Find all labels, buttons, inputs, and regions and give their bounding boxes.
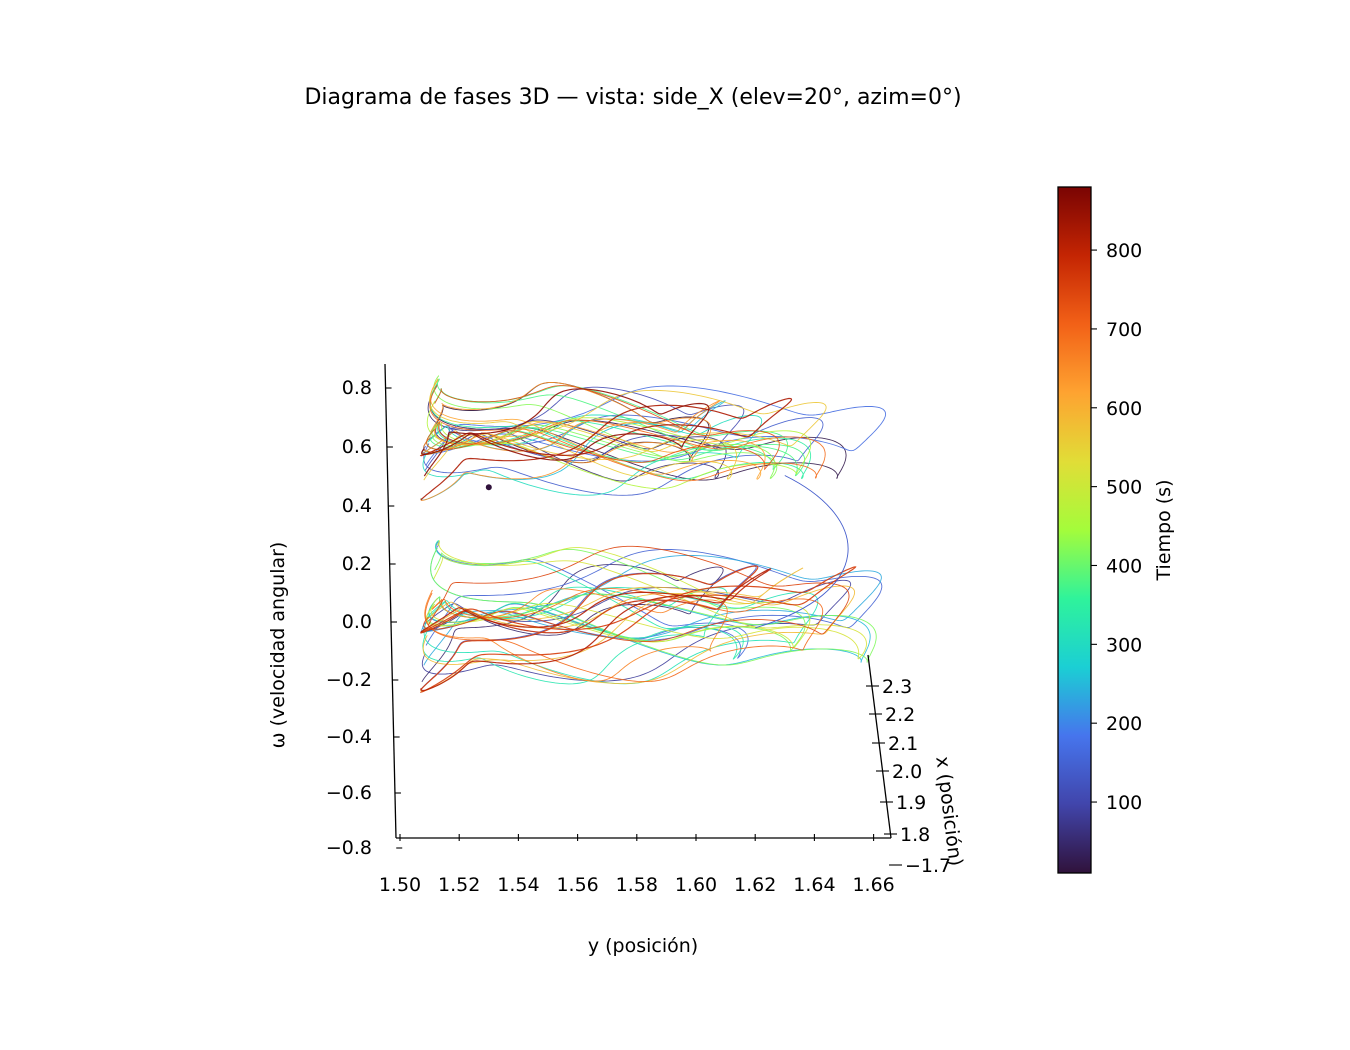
x-tick-label: 1.9: [896, 792, 926, 814]
trajectory-segment: [426, 548, 806, 652]
trajectory-segment: [423, 587, 819, 685]
x-tick-label: 2.0: [892, 761, 922, 783]
y-tick-label: 1.54: [497, 874, 539, 896]
trajectory-segment: [423, 414, 824, 496]
y-tick-label: 1.62: [734, 874, 776, 896]
y-axis-ticks: 1.50 1.52 1.54 1.56 1.58 1.60 1.62 1.64 1.66: [379, 834, 895, 896]
trajectory-segment: [426, 385, 780, 471]
trajectory-segment: [420, 400, 721, 501]
colorbar-label: Tiempo (s): [1153, 480, 1175, 582]
omega-tick-label: 0.6: [342, 436, 372, 458]
y-tick-label: 1.64: [793, 874, 835, 896]
trajectory-segment: [420, 568, 772, 692]
colorbar-tick-label: 300: [1106, 634, 1142, 656]
trajectory-segment: [420, 565, 759, 691]
y-tick-label: 1.56: [556, 874, 598, 896]
omega-tick-label: −0.8: [326, 837, 372, 859]
y-tick-label: 1.50: [379, 874, 421, 896]
y-tick-label: 1.60: [675, 874, 717, 896]
x-axis-ticks: −1.7 1.8 1.9 2.0 2.1 2.2 2.3: [866, 676, 951, 877]
omega-tick-label: 0.4: [342, 495, 372, 517]
trajectory-segment: [419, 397, 793, 501]
colorbar-tick-label: 700: [1106, 319, 1142, 341]
trajectory-segment: [424, 588, 824, 683]
trajectory-segment: [421, 388, 710, 477]
colorbar-tick-label: 200: [1106, 713, 1142, 735]
colorbar: [1057, 186, 1092, 874]
x-tick-label: 1.8: [900, 824, 930, 846]
omega-tick-label: −0.4: [326, 726, 372, 748]
omega-tick-label: 0.8: [342, 377, 372, 399]
chart-title: Diagrama de fases 3D — vista: side_X (el…: [304, 85, 961, 110]
y-tick-label: 1.52: [438, 874, 480, 896]
omega-axis-label: ω (velocidad angular): [267, 542, 289, 749]
omega-tick-label: −0.2: [326, 669, 372, 691]
colorbar-tick-label: 400: [1106, 555, 1142, 577]
trajectory-segment: [422, 549, 883, 646]
start-point-marker: [485, 484, 492, 491]
omega-axis-line: [384, 363, 397, 839]
colorbar-tick-label: 800: [1106, 240, 1142, 262]
omega-tick-label: 0.0: [342, 611, 372, 633]
y-tick-label: 1.66: [852, 874, 894, 896]
omega-tick-label: 0.2: [342, 553, 372, 575]
x-tick-label: −1.7: [905, 855, 951, 877]
trajectory-segment: [429, 384, 826, 482]
trajectory-segment: [423, 545, 850, 642]
colorbar-tick-label: 500: [1106, 477, 1142, 499]
trajectory-segment: [420, 567, 804, 692]
trajectory-segment: [423, 381, 712, 464]
colorbar-ticks: 100 200 300 400 500 600 700 800: [1091, 240, 1142, 814]
x-tick-label: 2.2: [885, 704, 915, 726]
trajectory-segment: [420, 566, 857, 693]
colorbar-tick-label: 600: [1106, 398, 1142, 420]
trajectory-lines: [419, 375, 887, 693]
y-tick-label: 1.58: [616, 874, 658, 896]
trajectory-segment: [755, 475, 849, 629]
x-axis-label: x (posición): [931, 755, 966, 867]
trajectory-segment: [424, 588, 728, 682]
colorbar-tick-label: 100: [1106, 792, 1142, 814]
trajectory-segment: [422, 585, 856, 685]
y-axis-label: y (posición): [588, 935, 698, 957]
trajectory-segment: [430, 547, 877, 666]
omega-tick-label: −0.6: [326, 782, 372, 804]
trajectory-segment: [430, 540, 867, 660]
omega-axis-ticks: 0.8 0.6 0.4 0.2 0.0 −0.2 −0.4 −0.6 −0.8: [326, 377, 403, 859]
x-tick-label: 2.1: [888, 733, 918, 755]
x-tick-label: 2.3: [882, 676, 912, 698]
